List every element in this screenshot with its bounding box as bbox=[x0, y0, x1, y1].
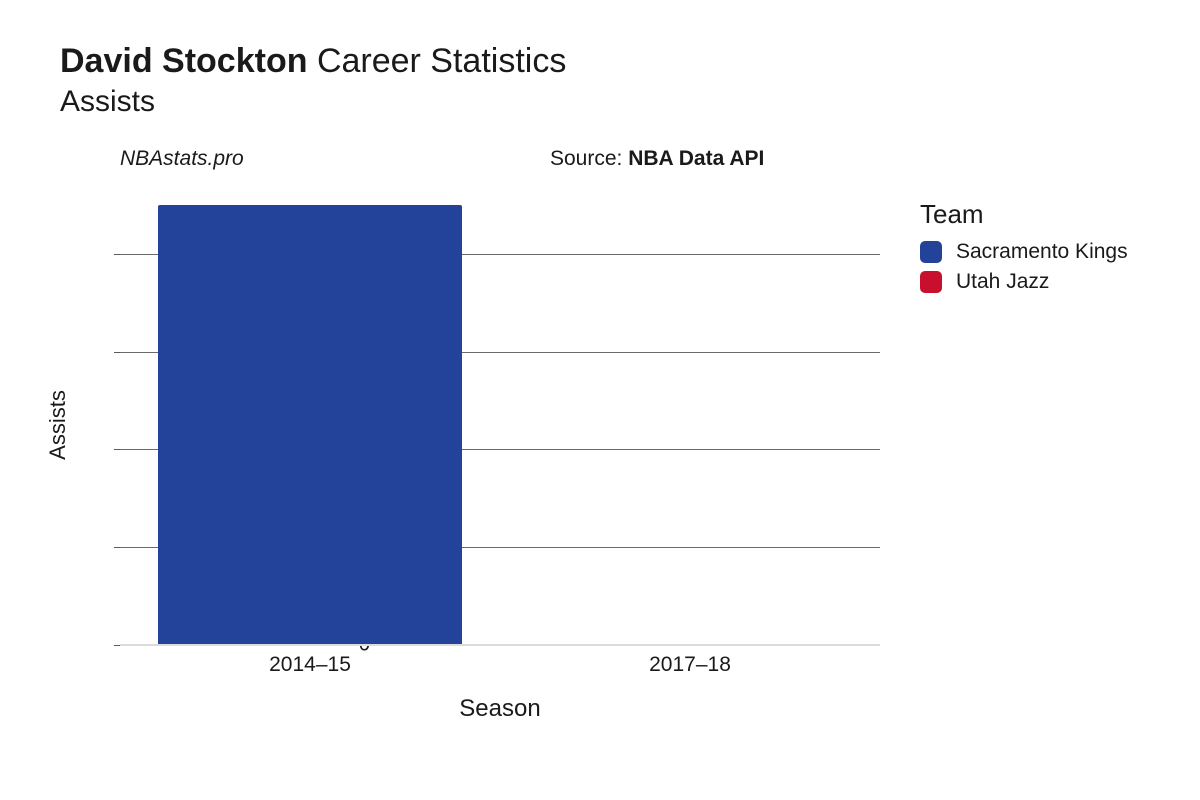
legend-swatch bbox=[920, 271, 942, 293]
legend-title: Team bbox=[920, 199, 1128, 230]
x-tick-label: 2017–18 bbox=[649, 653, 731, 677]
watermark-text: NBAstats.pro bbox=[120, 147, 244, 171]
legend-item: Utah Jazz bbox=[920, 270, 1128, 294]
y-axis-title: Assists bbox=[45, 390, 71, 460]
chart-zone: Assists 02468 2014–152017–18 Season Team… bbox=[60, 205, 1140, 745]
x-axis-title: Season bbox=[459, 695, 540, 723]
x-tick-label: 2014–15 bbox=[269, 653, 351, 677]
source-prefix: Source: bbox=[550, 147, 628, 170]
annotation-row: NBAstats.pro Source: NBA Data API bbox=[60, 147, 1140, 175]
source-name: NBA Data API bbox=[628, 147, 764, 170]
chart-title: David Stockton Career Statistics bbox=[60, 40, 1140, 83]
legend-label: Utah Jazz bbox=[956, 270, 1049, 294]
bar bbox=[158, 205, 462, 645]
baseline bbox=[120, 644, 880, 646]
legend: Team Sacramento Kings Utah Jazz bbox=[920, 199, 1128, 300]
plot-area bbox=[120, 205, 880, 645]
legend-label: Sacramento Kings bbox=[956, 240, 1128, 264]
chart-subtitle: Assists bbox=[60, 85, 1140, 119]
legend-item: Sacramento Kings bbox=[920, 240, 1128, 264]
legend-swatch bbox=[920, 241, 942, 263]
chart-page: David Stockton Career Statistics Assists… bbox=[0, 0, 1200, 800]
legend-items: Sacramento Kings Utah Jazz bbox=[920, 240, 1128, 294]
title-suffix: Career Statistics bbox=[317, 42, 566, 80]
title-player-name: David Stockton bbox=[60, 42, 307, 80]
source-text: Source: NBA Data API bbox=[550, 147, 764, 171]
